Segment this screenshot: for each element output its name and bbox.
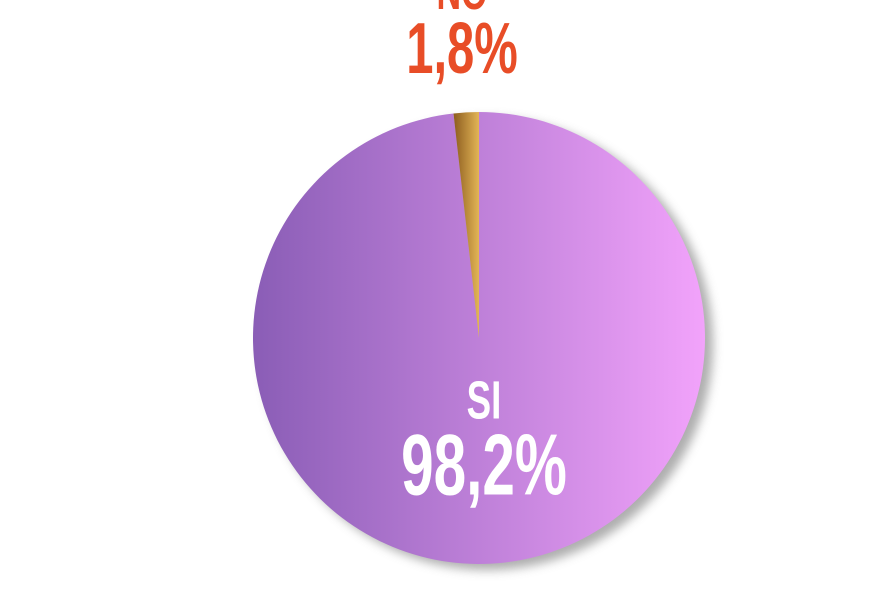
slice-value-label: 1,8% (406, 9, 518, 90)
slice-category-label-group: SI (467, 369, 502, 430)
slice-category-label: SI (467, 369, 502, 430)
slice-category-label: NO (437, 0, 488, 21)
slice-category-label-group: NO (437, 0, 488, 21)
slice-value-label-group: 1,8% (406, 9, 518, 90)
slice-value-label: 98,2% (401, 416, 567, 513)
pie-slice (453, 112, 479, 338)
slice-value-label-group: 98,2% (401, 416, 567, 513)
